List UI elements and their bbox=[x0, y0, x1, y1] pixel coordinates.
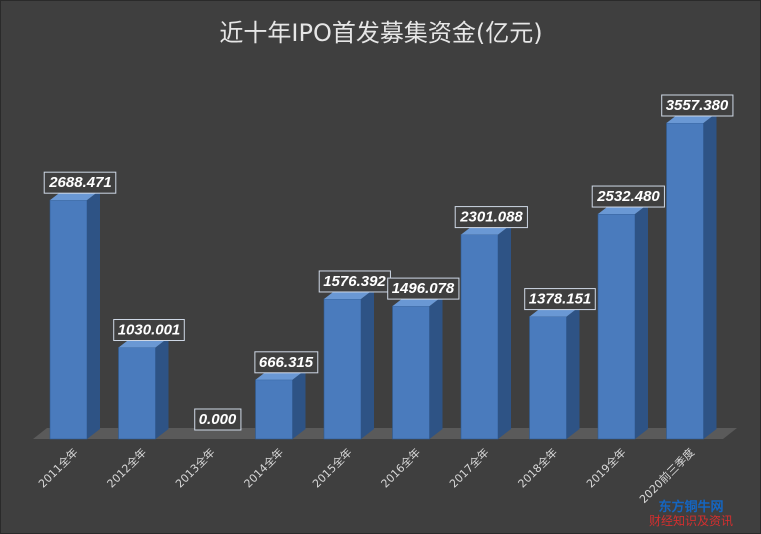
category-tick-label: 2011全年 bbox=[35, 445, 80, 490]
bar-front bbox=[460, 234, 499, 440]
bar bbox=[392, 296, 443, 440]
data-label: 666.315 bbox=[254, 351, 319, 374]
bar-front bbox=[392, 305, 430, 440]
bar-side bbox=[292, 369, 306, 439]
bar-side bbox=[635, 204, 648, 439]
bar-side bbox=[566, 306, 580, 439]
bar-front bbox=[118, 347, 156, 440]
data-label: 0.000 bbox=[194, 408, 242, 431]
bar-front bbox=[529, 316, 567, 440]
bar-side bbox=[498, 224, 511, 439]
data-label-box bbox=[194, 408, 242, 431]
category-tick-label: 2014全年 bbox=[241, 445, 286, 490]
data-label: 3557.380 bbox=[661, 94, 734, 117]
bar bbox=[597, 204, 648, 440]
bar bbox=[460, 224, 511, 440]
bar-front bbox=[323, 298, 362, 440]
bar-side bbox=[703, 113, 717, 439]
bar bbox=[118, 337, 169, 440]
category-tick-label: 2013全年 bbox=[172, 445, 217, 490]
data-label: 2532.480 bbox=[591, 185, 665, 208]
data-label-text: 2532.480 bbox=[596, 188, 660, 205]
category-tick-label: 2020前三季度 bbox=[636, 445, 697, 506]
data-label-text: 2301.088 bbox=[459, 209, 523, 226]
category-tick-label: 2012全年 bbox=[104, 445, 149, 490]
category-ticks-layer: 2011全年 2012全年 2013全年 2014全年 2015全年 2016全年 2017… bbox=[35, 445, 697, 506]
data-label-text: 3557.380 bbox=[666, 97, 729, 114]
data-label: 2301.088 bbox=[454, 206, 528, 229]
category-tick-label: 2015全年 bbox=[309, 445, 354, 490]
data-label-box bbox=[454, 206, 528, 229]
data-label-box bbox=[661, 94, 734, 117]
bar-side bbox=[155, 337, 169, 439]
data-label-box bbox=[43, 171, 117, 194]
data-label-text: 2688.471 bbox=[48, 174, 112, 191]
bar bbox=[666, 113, 717, 440]
bar-front bbox=[597, 213, 636, 440]
bar-front bbox=[666, 122, 704, 440]
data-label: 2688.471 bbox=[43, 171, 117, 194]
data-label-text: 1496.078 bbox=[392, 280, 455, 297]
data-label-box bbox=[524, 288, 596, 311]
category-tick-label: 2018全年 bbox=[515, 445, 560, 490]
bars-layer bbox=[49, 113, 717, 440]
data-label-text: 1378.151 bbox=[529, 291, 592, 308]
category-tick-label: 2017全年 bbox=[446, 445, 491, 490]
data-label-box bbox=[254, 351, 319, 374]
chart-title: 近十年IPO首发募集资金(亿元) bbox=[219, 19, 542, 47]
data-label-text: 1576.392 bbox=[323, 273, 386, 290]
bar bbox=[323, 288, 374, 440]
bar-front bbox=[255, 379, 293, 440]
bar-side bbox=[361, 288, 374, 439]
data-label-box bbox=[113, 319, 185, 342]
data-label: 1030.001 bbox=[113, 319, 185, 342]
data-label-box bbox=[591, 185, 665, 208]
data-label: 1496.078 bbox=[387, 277, 460, 300]
bar-front bbox=[49, 199, 88, 440]
data-labels-layer: 2688.471 1030.001 0.000 666.315 1576.392 1496… bbox=[43, 94, 734, 431]
category-tick-label: 2019全年 bbox=[583, 445, 628, 490]
bar bbox=[529, 306, 580, 440]
bar-side bbox=[429, 296, 443, 439]
bar bbox=[49, 190, 100, 440]
data-label-text: 1030.001 bbox=[118, 322, 181, 339]
category-tick-label: 2016全年 bbox=[378, 445, 423, 490]
data-label: 1378.151 bbox=[524, 288, 596, 311]
data-label-text: 666.315 bbox=[259, 354, 314, 371]
bar bbox=[255, 369, 306, 440]
bar-side bbox=[87, 190, 100, 439]
data-label-box bbox=[387, 277, 460, 300]
data-label: 1576.392 bbox=[318, 270, 391, 293]
data-label-text: 0.000 bbox=[199, 411, 237, 428]
